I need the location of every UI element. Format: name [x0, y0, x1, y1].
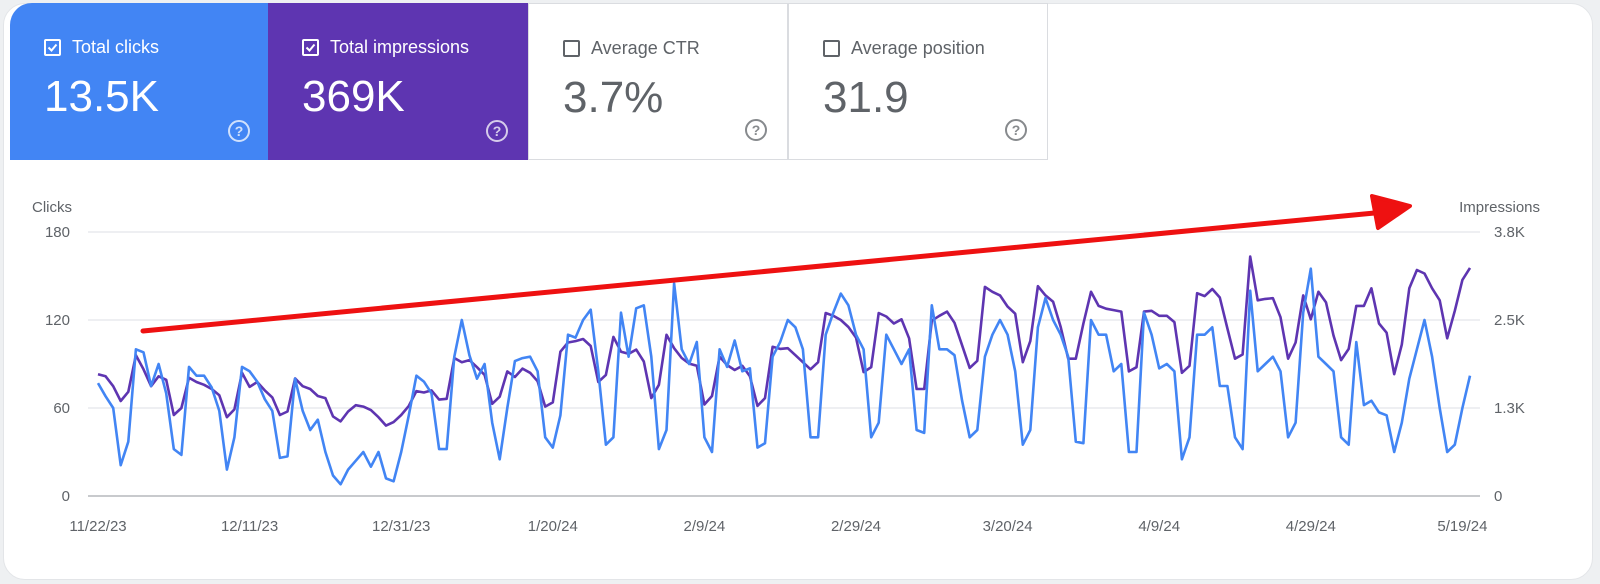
x-tick-label: 12/31/23 — [372, 518, 430, 535]
metric-value: 3.7% — [563, 73, 664, 122]
metric-label: Total impressions — [330, 37, 470, 57]
left-tick-label: 60 — [53, 400, 70, 417]
x-tick-label: 4/9/24 — [1138, 518, 1180, 535]
left-tick-label: 180 — [45, 224, 70, 241]
metric-value: 31.9 — [823, 73, 909, 122]
metric-card-average-position[interactable]: Average position 31.9 ? — [788, 3, 1048, 160]
trend-arrow-annotation — [140, 194, 1412, 334]
x-tick-label: 4/29/24 — [1286, 518, 1336, 535]
metric-card-total-impressions[interactable]: Total impressions 369K ? — [268, 3, 528, 160]
left-axis-label: Clicks — [32, 199, 72, 216]
checkbox-checked-icon[interactable] — [44, 39, 61, 56]
help-icon[interactable]: ? — [1005, 119, 1027, 141]
x-tick-label: 5/19/24 — [1437, 518, 1487, 535]
checkbox-unchecked-icon[interactable] — [563, 40, 580, 57]
x-tick-label: 3/20/24 — [983, 518, 1033, 535]
metric-card-total-clicks[interactable]: Total clicks 13.5K ? — [10, 3, 270, 160]
metric-value: 369K — [302, 72, 405, 121]
metric-label: Average position — [851, 38, 985, 58]
help-icon[interactable]: ? — [486, 120, 508, 142]
x-tick-label: 1/20/24 — [528, 518, 578, 535]
right-axis-label: Impressions — [1459, 199, 1540, 216]
left-tick-label: 120 — [45, 312, 70, 329]
right-tick-label: 0 — [1494, 488, 1502, 505]
help-icon[interactable]: ? — [228, 120, 250, 142]
series-line-impressions — [97, 255, 1472, 427]
metric-value: 13.5K — [44, 72, 159, 121]
metric-label: Total clicks — [72, 37, 160, 57]
x-tick-label: 11/22/23 — [69, 518, 126, 535]
right-tick-label: 2.5K — [1494, 312, 1525, 329]
x-tick-label: 2/29/24 — [831, 518, 881, 535]
metric-label: Average CTR — [591, 38, 700, 58]
series-line-clicks — [96, 267, 1472, 486]
help-icon[interactable]: ? — [745, 119, 767, 141]
x-tick-label: 2/9/24 — [684, 518, 726, 535]
x-tick-label: 12/11/23 — [221, 518, 278, 535]
checkbox-checked-icon[interactable] — [302, 39, 319, 56]
checkbox-unchecked-icon[interactable] — [823, 40, 840, 57]
right-tick-label: 1.3K — [1494, 400, 1525, 417]
metric-card-average-ctr[interactable]: Average CTR 3.7% ? — [528, 3, 788, 160]
right-tick-label: 3.8K — [1494, 224, 1525, 241]
left-tick-label: 0 — [62, 488, 70, 505]
